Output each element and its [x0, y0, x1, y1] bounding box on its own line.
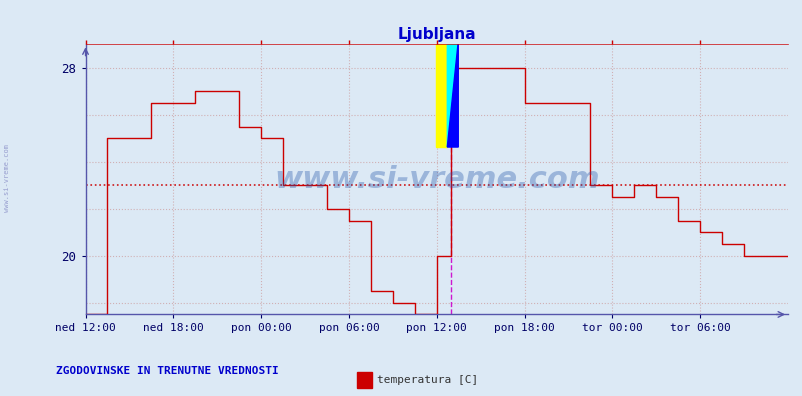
Title: Ljubljana: Ljubljana [397, 27, 476, 42]
Text: ZGODOVINSKE IN TRENUTNE VREDNOSTI: ZGODOVINSKE IN TRENUTNE VREDNOSTI [56, 366, 278, 376]
Text: www.si-vreme.com: www.si-vreme.com [273, 165, 599, 194]
Polygon shape [447, 42, 458, 147]
Polygon shape [447, 42, 458, 147]
Text: www.si-vreme.com: www.si-vreme.com [4, 144, 10, 212]
Text: temperatura [C]: temperatura [C] [377, 375, 478, 385]
Bar [435, 42, 447, 147]
